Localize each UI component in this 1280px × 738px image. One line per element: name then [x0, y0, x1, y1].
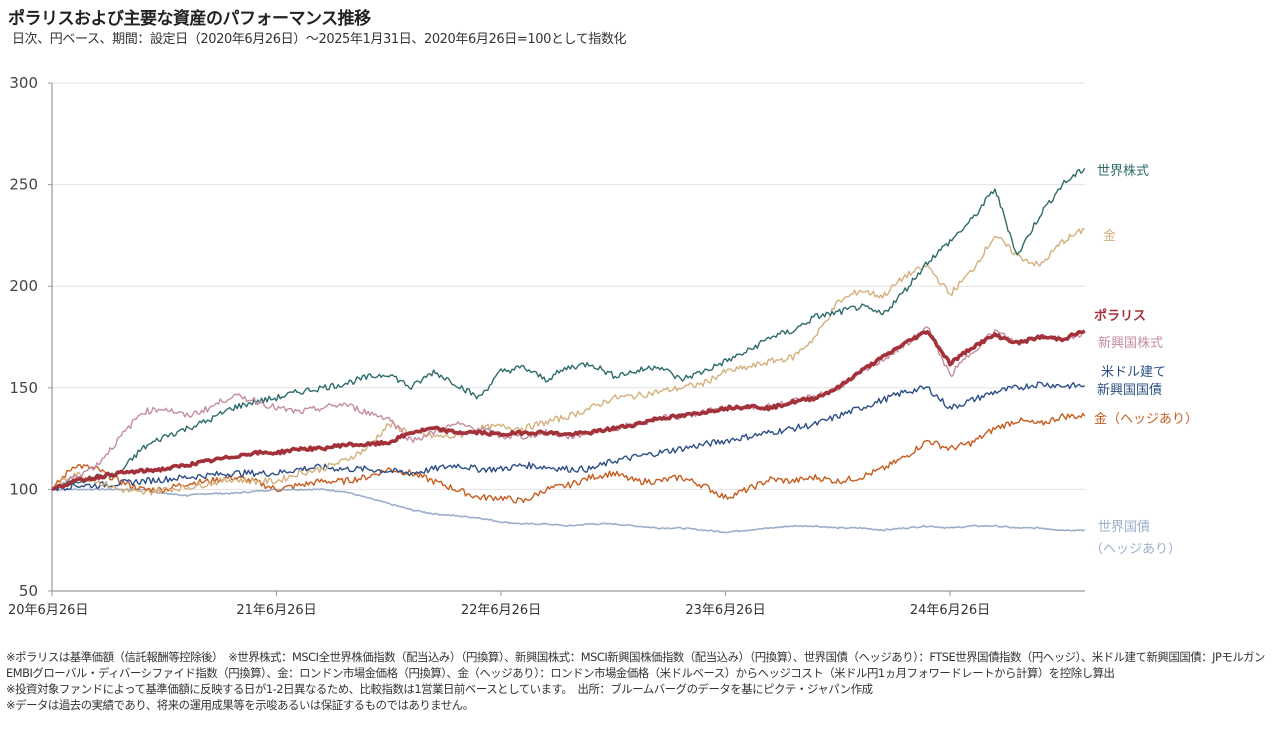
legend-label-em_equity: 新興国株式: [1098, 335, 1163, 351]
x-tick-label: 22年6月26日: [461, 603, 541, 618]
legend-label-gold: 金: [1103, 228, 1116, 244]
series-line-1: [51, 227, 1085, 496]
legend-label-em_bond: 新興国国債: [1097, 382, 1162, 398]
chart-subtitle: 日次、円ベース、期間：設定日（2020年6月26日）〜2025年1月31日、20…: [12, 32, 627, 47]
series-line-2: [51, 329, 1086, 492]
gridlines: [52, 82, 1085, 490]
footnotes: ※ポラリスは基準価額（信託報酬等控除後） ※世界株式：MSCI全世界株価指数（配…: [6, 649, 1276, 713]
y-tick-label: 300: [9, 74, 38, 92]
legend-label-em_bond: 米ドル建て: [1101, 365, 1166, 380]
legend-label-gold_hedged: 金（ヘッジあり）: [1094, 411, 1198, 427]
legend-label-polaris: ポラリス: [1094, 308, 1146, 324]
series-line-6: [52, 487, 1085, 534]
x-tick-label: 23年6月26日: [685, 603, 765, 618]
legend-label-world_equity: 世界株式: [1097, 164, 1149, 179]
series-line-0: [51, 167, 1086, 491]
y-tick-label: 100: [9, 480, 38, 498]
x-tick-label: 20年6月26日: [8, 603, 88, 618]
legend-label-world_bond: （ヘッジあり）: [1090, 542, 1181, 557]
chart-title: ポラリスおよび主要な資産のパフォーマンス推移: [8, 9, 371, 29]
axes: 50 100 150 200 250 300 20年6月26日 21年6月26日 22年6月26…: [8, 74, 1085, 618]
x-tick-label: 24年6月26日: [910, 603, 990, 618]
footnote-sources: ※ポラリスは基準価額（信託報酬等控除後） ※世界株式：MSCI全世界株価指数（配…: [6, 650, 1265, 680]
line-chart: 50 100 150 200 250 300 20年6月26日 21年6月26日 22年6月26…: [8, 74, 1198, 618]
series-lines: [51, 167, 1086, 534]
y-tick-label: 250: [9, 176, 38, 194]
footnote-disclaimer: ※データは過去の実績であり、将来の運用成果等を示唆あるいは保証するものではありま…: [6, 698, 474, 712]
series-line-3: [51, 326, 1086, 491]
legend-label-world_bond: 世界国債: [1098, 520, 1150, 535]
y-tick-label: 200: [9, 277, 38, 295]
y-tick-label: 50: [19, 582, 38, 600]
x-tick-label: 21年6月26日: [236, 603, 316, 618]
series-line-4: [51, 381, 1085, 492]
footnote-basis: ※投資対象ファンドによって基準価額に反映する日が1-2日異なるため、比較指数は1…: [6, 682, 873, 696]
y-tick-label: 150: [9, 379, 38, 397]
